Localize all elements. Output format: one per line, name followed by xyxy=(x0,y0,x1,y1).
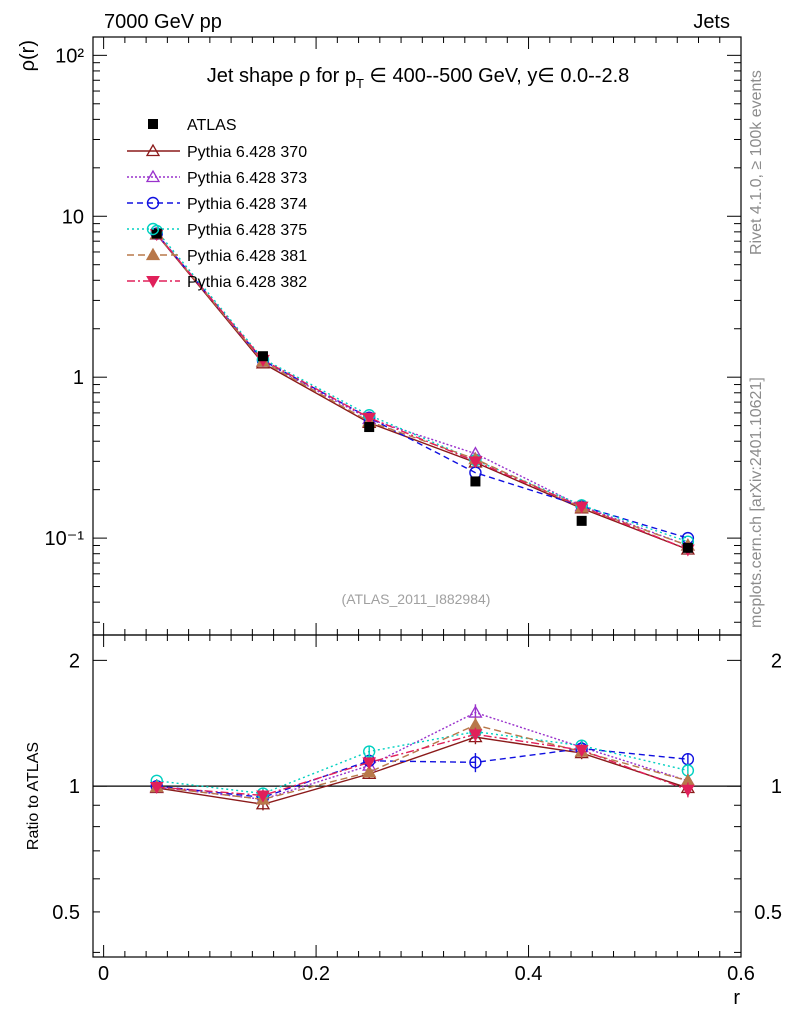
ratio-tick-label-right: 2 xyxy=(771,650,782,672)
mcplots-source-label: mcplots.cern.ch [arXiv:2401.10621] xyxy=(748,377,765,628)
y-axis-label: ρ(r) xyxy=(17,40,39,71)
ratio-line-p374 xyxy=(156,747,688,799)
x-axis-label: r xyxy=(733,987,740,1009)
legend-marker-atlas xyxy=(148,119,158,129)
ratio-point-p382 xyxy=(149,782,164,795)
atlas-data-point xyxy=(682,542,693,553)
series-line-p381 xyxy=(156,233,689,547)
atlas-data-point xyxy=(364,422,375,433)
point-p382 xyxy=(468,456,483,469)
y-tick-label: 10⁻¹ xyxy=(45,528,85,550)
series-line-p375 xyxy=(156,230,689,543)
legend-label-atlas: ATLAS xyxy=(187,117,237,134)
series-line-p370 xyxy=(156,234,689,551)
legend-label-p381: Pythia 6.428 381 xyxy=(187,248,307,265)
legend-label-p382: Pythia 6.428 382 xyxy=(187,274,307,291)
y-tick-label: 1 xyxy=(73,367,84,389)
series-line-p382 xyxy=(156,233,689,551)
ratio-tick-label: 1 xyxy=(69,776,80,798)
ratio-line-p375 xyxy=(156,730,689,795)
atlas-data-point xyxy=(576,515,587,526)
ratio-point-p382 xyxy=(681,784,695,797)
ratio-point-p375 xyxy=(362,745,376,758)
y-tick-label: 10² xyxy=(55,45,84,67)
main-series-group xyxy=(149,224,696,557)
analysis-watermark: (ATLAS_2011_I882984) xyxy=(342,591,491,607)
legend-marker-p375 xyxy=(146,222,160,236)
ratio-point-p382 xyxy=(574,745,589,758)
point-p382 xyxy=(362,412,377,425)
legend-marker-p382 xyxy=(146,276,160,289)
legend-label-p375: Pythia 6.428 375 xyxy=(187,222,307,239)
legend-marker-p370 xyxy=(145,143,161,157)
x-tick-label: 0 xyxy=(98,963,109,985)
ratio-tick-label-right: 1 xyxy=(771,776,782,798)
legend-label-p370: Pythia 6.428 370 xyxy=(187,144,307,161)
ratio-tick-label: 2 xyxy=(69,650,80,672)
axis-ticks: 0 0.2 0.4 0.6 10⁻¹ 1 10 10² 0.5 0.5 1 1 2 2 xyxy=(45,37,782,985)
chart-title: Jet shape ρ for pT ∈ 400--500 GeV, y∈ 0.… xyxy=(207,65,630,91)
legend: ATLAS Pythia 6.428 370 Pythia 6.428 373 Pyt… xyxy=(127,117,307,291)
legend-label-p373: Pythia 6.428 373 xyxy=(187,170,307,187)
ratio-series-group xyxy=(149,704,696,811)
y-tick-label: 10 xyxy=(62,206,84,228)
legend-marker-p373 xyxy=(145,169,161,183)
ratio-plot-frame xyxy=(92,634,742,958)
ratio-point-p373 xyxy=(468,705,483,718)
x-tick-label: 0.6 xyxy=(727,963,755,985)
ratio-line-p382 xyxy=(156,733,689,797)
ratio-line-p370 xyxy=(156,736,689,805)
ratio-tick-label: 0.5 xyxy=(52,902,80,924)
ratio-point-p374 xyxy=(469,756,482,769)
ratio-point-p382 xyxy=(468,729,483,742)
point-p382 xyxy=(574,501,589,514)
ratio-point-p381 xyxy=(362,764,377,778)
x-tick-label: 0.2 xyxy=(302,963,330,985)
atlas-data-point xyxy=(257,351,268,362)
ratio-point-p382 xyxy=(362,757,377,770)
ratio-line-p381 xyxy=(156,724,689,801)
legend-label-p374: Pythia 6.428 374 xyxy=(187,196,307,213)
ratio-point-p382 xyxy=(256,790,270,803)
ratio-y-axis-label: Ratio to ATLAS xyxy=(25,742,42,850)
header-jets-label: Jets xyxy=(693,11,730,33)
legend-marker-p381 xyxy=(145,247,161,261)
rivet-version-label: Rivet 4.1.0, ≥ 100k events xyxy=(748,70,765,255)
legend-marker-p374 xyxy=(146,196,160,210)
atlas-data-point xyxy=(470,476,481,487)
ratio-tick-label-right: 0.5 xyxy=(754,902,782,924)
x-tick-label: 0.4 xyxy=(515,963,543,985)
header-collision-label: 7000 GeV pp xyxy=(104,11,222,33)
